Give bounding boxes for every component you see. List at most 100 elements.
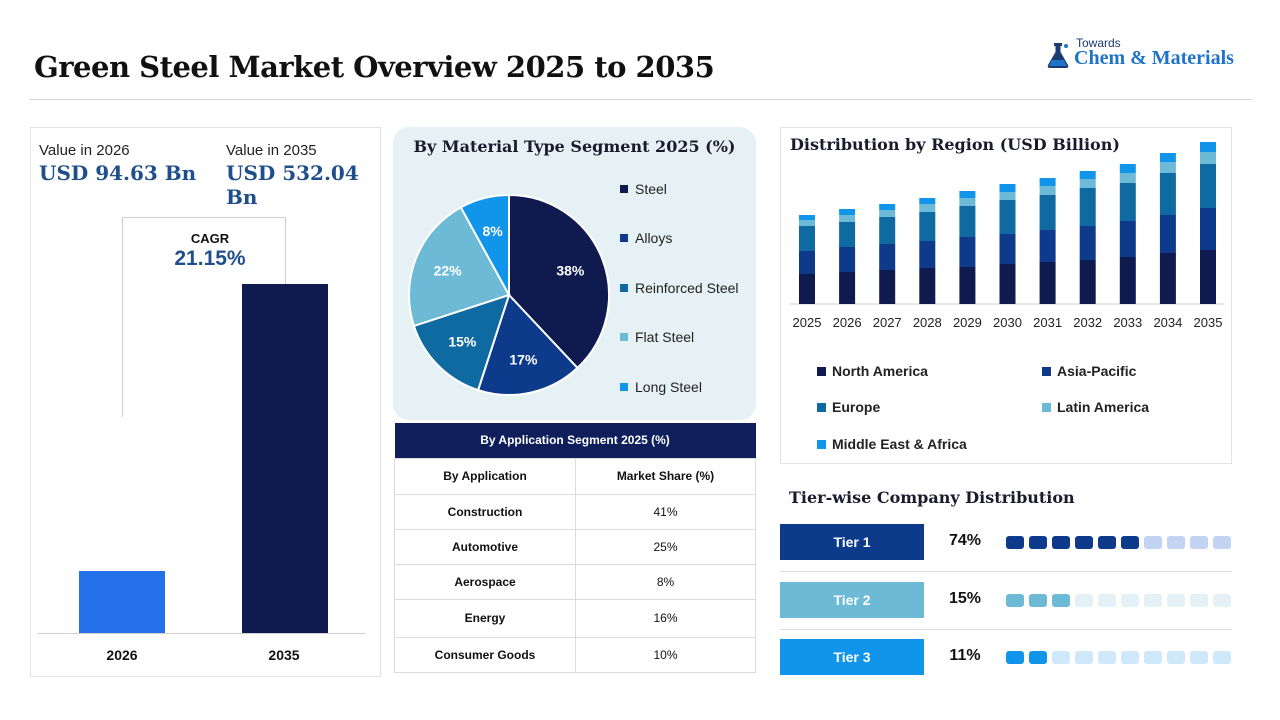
region-bar-segment: [1119, 164, 1136, 173]
pie-data-label: 17%: [509, 351, 538, 367]
region-bar-segment: [959, 237, 976, 267]
meter-dot: [1052, 594, 1070, 607]
region-bar-segment: [999, 184, 1016, 192]
table-cell-share: 10%: [575, 636, 756, 673]
table-cell-share: 8%: [575, 563, 756, 600]
region-bar-segment: [1079, 188, 1096, 226]
region-bar-segment: [1039, 186, 1056, 195]
tier-divider: [780, 571, 1232, 572]
meter-dot: [1052, 536, 1070, 549]
region-bar-segment: [1079, 226, 1096, 260]
pie-legend-item: Steel: [620, 181, 667, 197]
legend-label: Reinforced Steel: [635, 280, 739, 296]
region-x-tick-label: 2034: [1153, 315, 1182, 330]
region-bar-segment: [1039, 230, 1056, 262]
table-row: Automotive 25%: [394, 528, 756, 565]
table-cell-share: 25%: [575, 528, 756, 565]
meter-dot: [1144, 651, 1162, 664]
tier-1-percent: 74%: [948, 532, 982, 549]
region-bar-segment: [959, 267, 976, 304]
legend-label: Steel: [635, 181, 667, 197]
meter-dot: [1006, 536, 1024, 549]
meter-dot: [1167, 651, 1185, 664]
region-bar-segment: [919, 198, 936, 204]
tier-3-dot-meter: [1006, 651, 1231, 664]
region-bar-segment: [1079, 179, 1096, 188]
region-legend-item: North America: [817, 363, 928, 379]
region-bar-segment: [839, 222, 856, 247]
region-bar-segment: [1200, 152, 1216, 164]
table-row: Construction 41%: [394, 493, 756, 530]
pie-data-label: 22%: [434, 263, 463, 279]
meter-dot: [1006, 651, 1024, 664]
meter-dot: [1144, 536, 1162, 549]
region-bar-segment: [879, 210, 896, 217]
region-bar-segment: [1159, 253, 1176, 304]
region-bar-segment: [959, 198, 976, 206]
region-bar-segment: [1159, 162, 1176, 173]
legend-label: Latin America: [1057, 399, 1150, 415]
meter-dot: [1098, 594, 1116, 607]
region-bar-segment: [1200, 208, 1216, 250]
region-bar-segment: [1079, 171, 1096, 179]
legend-label: Asia-Pacific: [1057, 363, 1137, 379]
region-bar-segment: [1119, 183, 1136, 221]
region-stacked-bar-chart: 2025 2026 2027 2028 2029 2030 2031 2032 2033 2034…: [790, 142, 1225, 330]
bar-category-2026: 2026: [106, 647, 138, 663]
region-x-tick-label: 2031: [1033, 315, 1062, 330]
pie-legend-item: Reinforced Steel: [620, 280, 739, 296]
region-bar-segment: [839, 215, 856, 222]
material-pie-chart: 38% 17% 15% 22% 8%: [408, 193, 610, 396]
meter-dot: [1167, 594, 1185, 607]
page-title: Green Steel Market Overview 2025 to 2035: [34, 50, 715, 84]
meter-dot: [1213, 594, 1231, 607]
region-bar-segment: [1119, 221, 1136, 257]
region-bar-segment: [799, 274, 815, 304]
table-row: Energy 16%: [394, 598, 756, 638]
table-cell-app: Energy: [394, 598, 576, 638]
region-bar-segment: [879, 270, 896, 304]
region-x-tick-label: 2033: [1113, 315, 1142, 330]
meter-dot: [1190, 594, 1208, 607]
value-2026-number: USD 94.63 Bn: [39, 161, 197, 185]
region-bar-segment: [799, 220, 815, 226]
meter-dot: [1167, 536, 1185, 549]
meter-dot: [1190, 651, 1208, 664]
meter-dot: [1121, 536, 1139, 549]
region-bar-segment: [959, 206, 976, 237]
tier-2-badge: Tier 2: [780, 582, 924, 618]
region-x-tick-label: 2026: [833, 315, 862, 330]
legend-swatch: [620, 284, 628, 292]
pie-data-label: 38%: [556, 263, 585, 279]
tier-1-dot-meter: [1006, 536, 1231, 549]
meter-dot: [1121, 651, 1139, 664]
cagr-callout-mask: [123, 272, 242, 418]
table-cell-app: Consumer Goods: [394, 636, 576, 673]
region-bar-segment: [799, 215, 815, 220]
region-x-tick-label: 2025: [793, 315, 822, 330]
legend-swatch: [817, 366, 826, 376]
table-cell-app: Aerospace: [394, 563, 576, 600]
tier-1-badge: Tier 1: [780, 524, 924, 560]
region-bar-segment: [1039, 195, 1056, 230]
region-bar-segment: [1159, 173, 1176, 215]
region-bar-segment: [839, 247, 856, 272]
table-cell-app: Construction: [394, 493, 576, 530]
logo-big-text: Chem & Materials: [1074, 47, 1234, 69]
region-bar-segment: [919, 241, 936, 268]
pie-slice-steel: [508, 193, 610, 370]
value-bar-2026: [79, 570, 165, 633]
region-bar-segment: [879, 217, 896, 244]
meter-dot: [1121, 594, 1139, 607]
pie-data-label: 15%: [448, 334, 477, 350]
region-bar-segment: [1159, 215, 1176, 253]
tier-2-dot-meter: [1006, 594, 1231, 607]
pie-slice-long-steel: [459, 193, 510, 296]
region-bar-segment: [1119, 173, 1136, 183]
table-cell-share: 16%: [575, 598, 756, 638]
region-x-tick-label: 2029: [953, 315, 982, 330]
value-2035-label: Value in 2035: [226, 142, 317, 159]
meter-dot: [1213, 651, 1231, 664]
table-cell-share: 41%: [575, 493, 756, 530]
table-row: Consumer Goods 10%: [394, 636, 756, 673]
